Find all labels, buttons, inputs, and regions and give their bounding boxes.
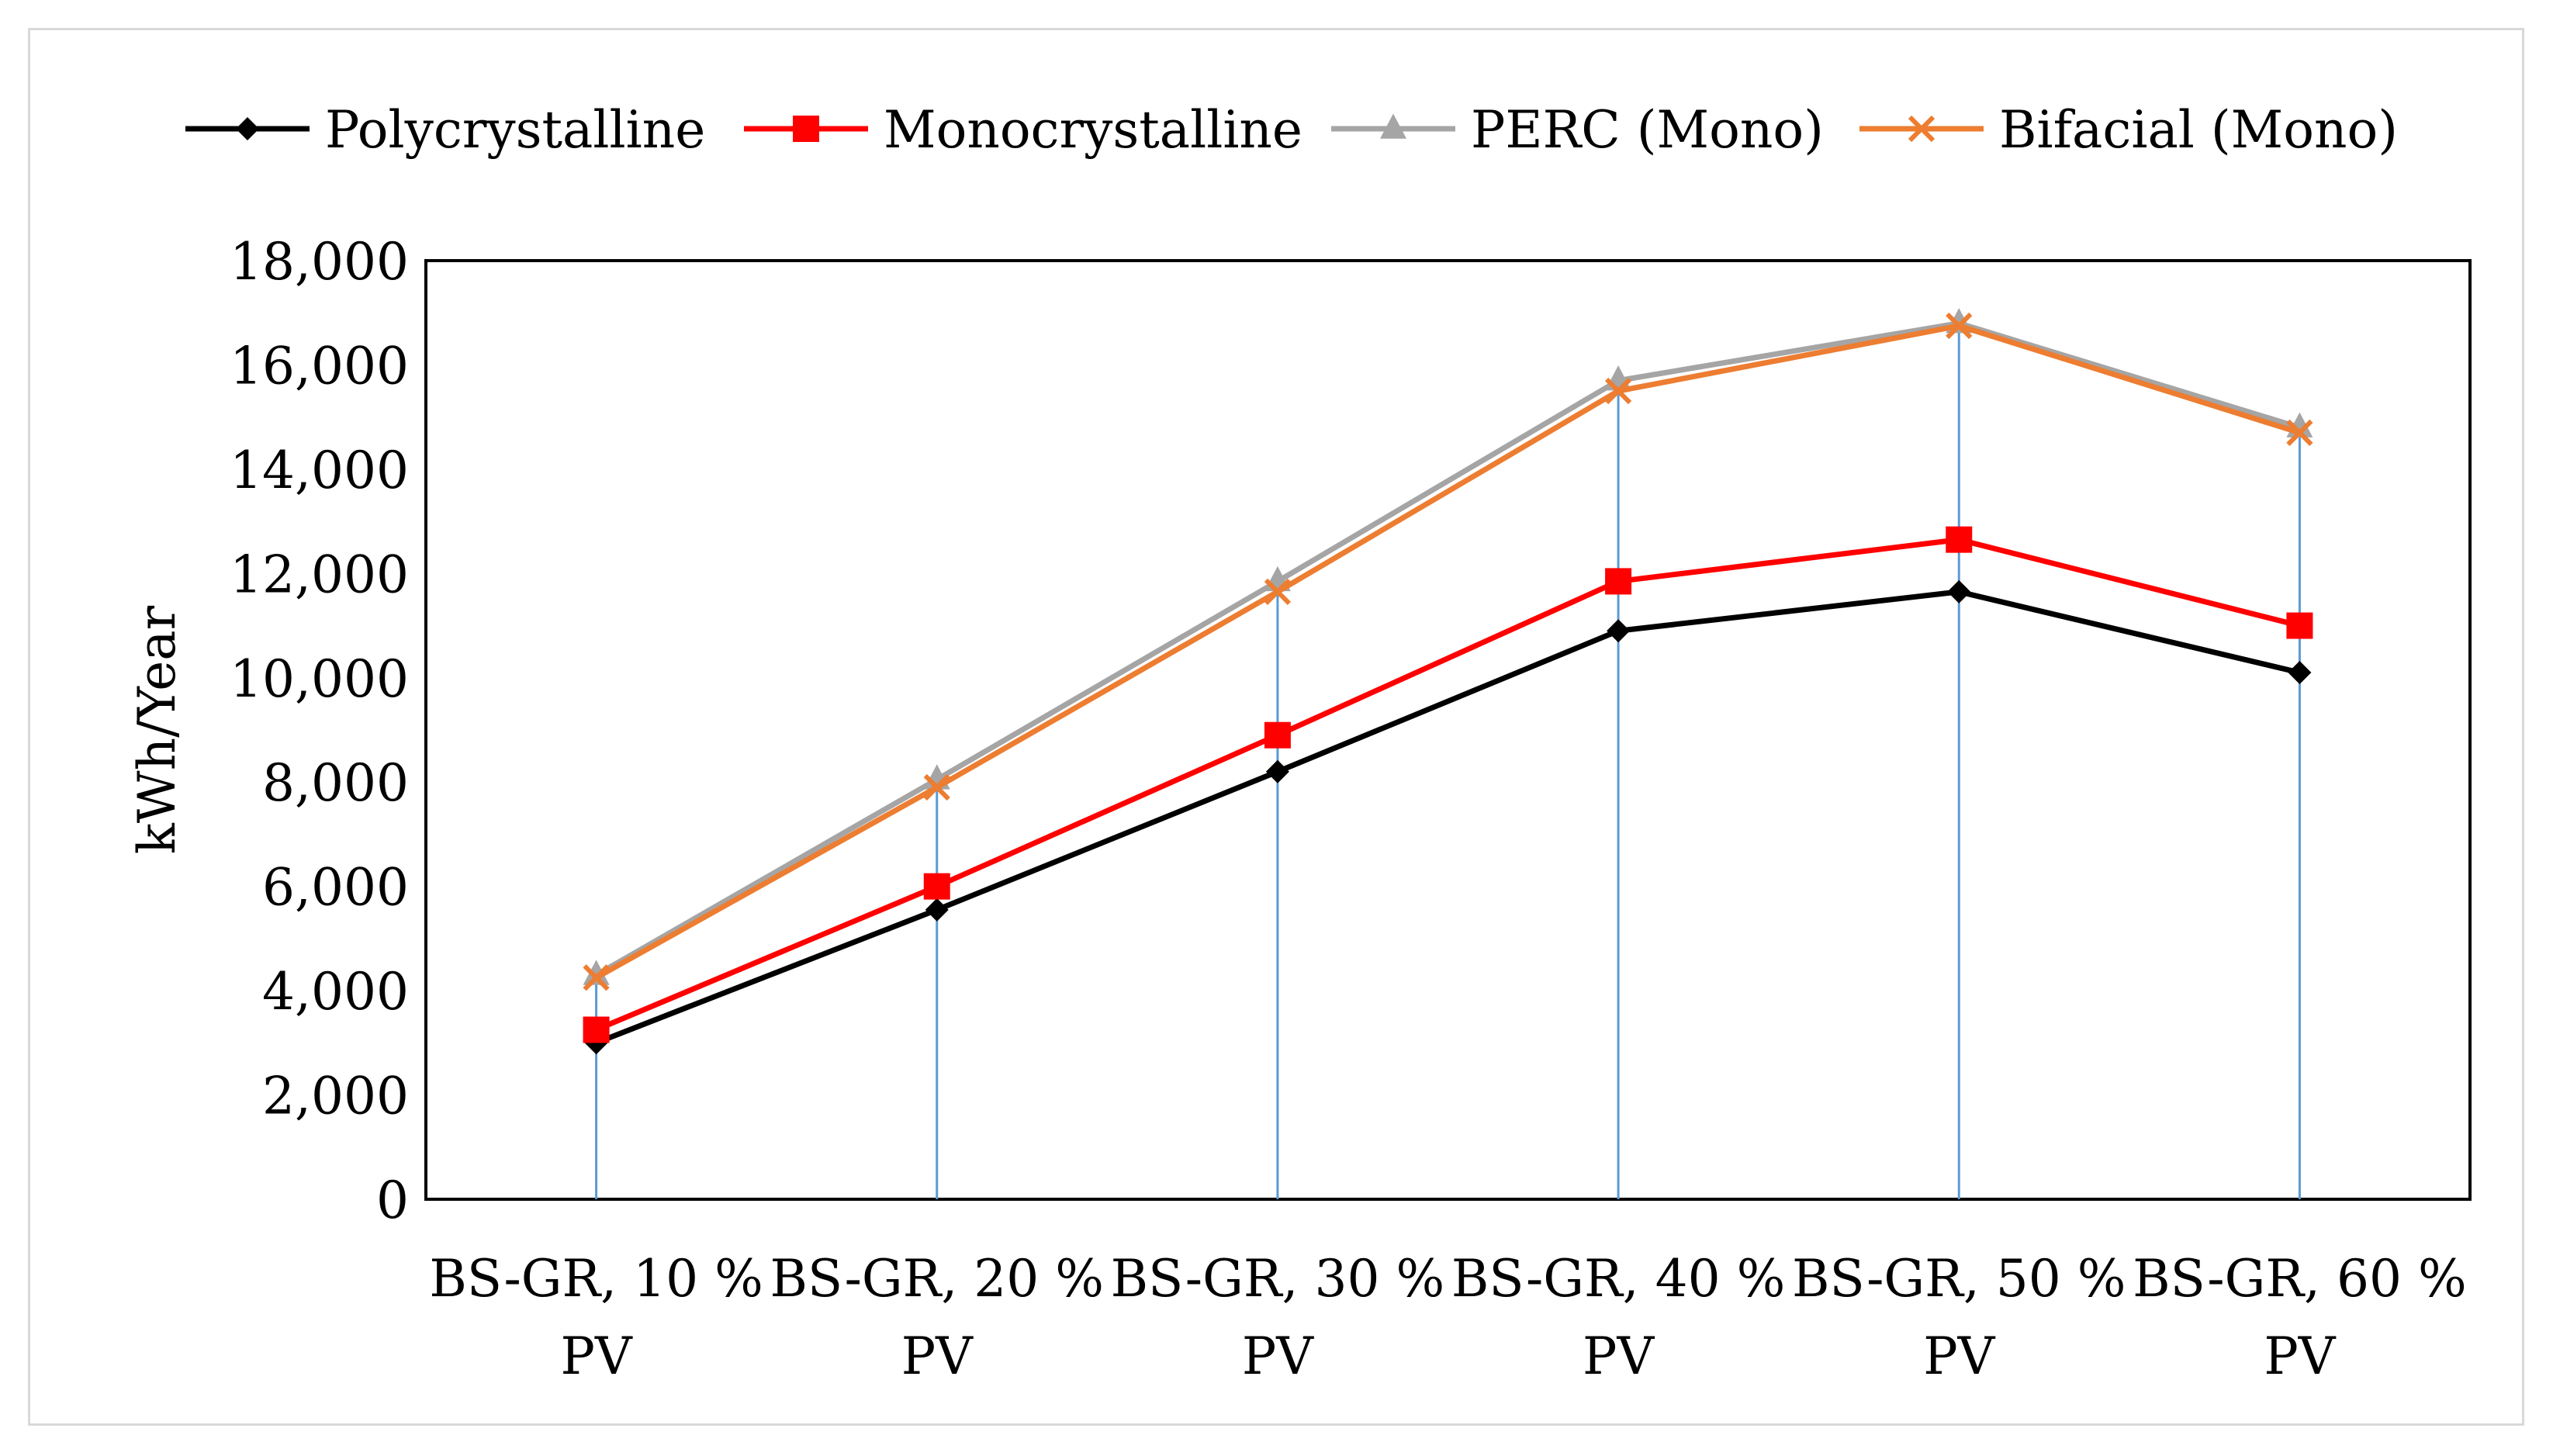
data-point <box>1264 721 1291 749</box>
x-tick-label: PV <box>2264 1326 2336 1386</box>
y-tick-label: 8,000 <box>262 753 409 813</box>
series-monocrystalline <box>583 526 2313 1043</box>
x-tick-label: BS-GR, 50 % <box>1792 1249 2126 1309</box>
data-point <box>1380 113 1406 139</box>
data-point-stroke <box>1604 377 1632 405</box>
y-tick-label: 4,000 <box>262 962 409 1022</box>
series-perc-mono <box>583 308 2313 985</box>
y-tick-label: 14,000 <box>230 441 409 500</box>
data-point <box>1265 759 1289 783</box>
legend-item: Bifacial (Mono) <box>1859 100 2398 160</box>
plot-area-border <box>424 259 2472 1201</box>
data-point <box>2286 612 2313 639</box>
data-point <box>925 897 949 922</box>
series-line <box>595 589 2301 1046</box>
x-tick-label: PV <box>1242 1326 1314 1386</box>
data-point <box>1946 526 1973 553</box>
data-point <box>1605 568 1632 595</box>
data-point-stroke <box>1908 115 1936 143</box>
series-polycrystalline <box>584 579 2312 1055</box>
y-tick-label: 18,000 <box>230 232 409 292</box>
x-tick-label: BS-GR, 10 % <box>429 1249 763 1309</box>
data-point <box>2288 661 2312 685</box>
data-point <box>583 1016 610 1043</box>
data-point <box>583 964 610 991</box>
data-point <box>1607 619 1631 643</box>
y-tick-label: 6,000 <box>262 858 409 918</box>
series-line <box>594 320 2301 977</box>
data-point <box>923 773 950 801</box>
x-tick-label: BS-GR, 30 % <box>1111 1249 1444 1309</box>
legend: Polycrystalline Monocrystalline PERC (Mono… <box>185 100 2398 160</box>
x-axis-labels: BS-GR, 10 % PV BS-GR, 20 % PV BS-GR, 30 % PV B… <box>429 1249 2466 1386</box>
series-line <box>594 323 2301 980</box>
data-point <box>1908 115 1936 143</box>
legend-label: Polycrystalline <box>325 100 705 160</box>
data-point <box>1947 579 1971 603</box>
y-axis-title: kWh/Year <box>127 605 187 854</box>
data-point-stroke <box>2286 419 2313 446</box>
y-tick-label: 10,000 <box>230 649 409 709</box>
data-point <box>1264 578 1292 605</box>
data-point <box>236 117 259 140</box>
x-tick-label: PV <box>1583 1326 1655 1386</box>
x-tick-label: BS-GR, 40 % <box>1451 1249 1785 1309</box>
data-point <box>583 960 610 985</box>
x-tick-label: BS-GR, 20 % <box>770 1249 1104 1309</box>
legend-label: Bifacial (Mono) <box>1999 100 2398 160</box>
data-point-stroke <box>1946 312 1973 340</box>
y-axis-ticks: 0 2,000 4,000 6,000 8,000 10,000 12,000 14,000 1… <box>230 232 409 1230</box>
x-tick-label: BS-GR, 60 % <box>2133 1249 2466 1309</box>
data-point <box>793 116 819 142</box>
legend-item: PERC (Mono) <box>1331 100 1824 160</box>
data-point <box>923 873 950 900</box>
x-tick-label: PV <box>1923 1326 1995 1386</box>
data-point <box>1946 312 1973 340</box>
line-chart: 0 2,000 4,000 6,000 8,000 10,000 12,000 14,000 1… <box>127 100 2472 1386</box>
legend-item: Monocrystalline <box>744 100 1302 160</box>
data-point-stroke <box>923 773 950 801</box>
y-tick-label: 16,000 <box>230 336 409 396</box>
x-tick-label: PV <box>901 1326 974 1386</box>
data-point-stroke <box>583 964 610 991</box>
data-point-stroke <box>1264 578 1292 605</box>
chart-container: 0 2,000 4,000 6,000 8,000 10,000 12,000 14,000 1… <box>28 28 2524 1426</box>
drop-lines <box>595 323 2301 1199</box>
legend-item: Polycrystalline <box>185 100 705 160</box>
y-tick-label: 2,000 <box>262 1067 409 1126</box>
data-point <box>1604 377 1632 405</box>
series-line <box>595 537 2301 1032</box>
series-bifacial-mono <box>583 312 2313 991</box>
y-tick-label: 12,000 <box>230 545 409 604</box>
legend-label: PERC (Mono) <box>1471 100 1824 160</box>
data-point <box>2286 419 2313 446</box>
y-tick-label: 0 <box>376 1171 409 1230</box>
legend-label: Monocrystalline <box>884 100 1302 160</box>
x-tick-label: PV <box>561 1326 633 1386</box>
